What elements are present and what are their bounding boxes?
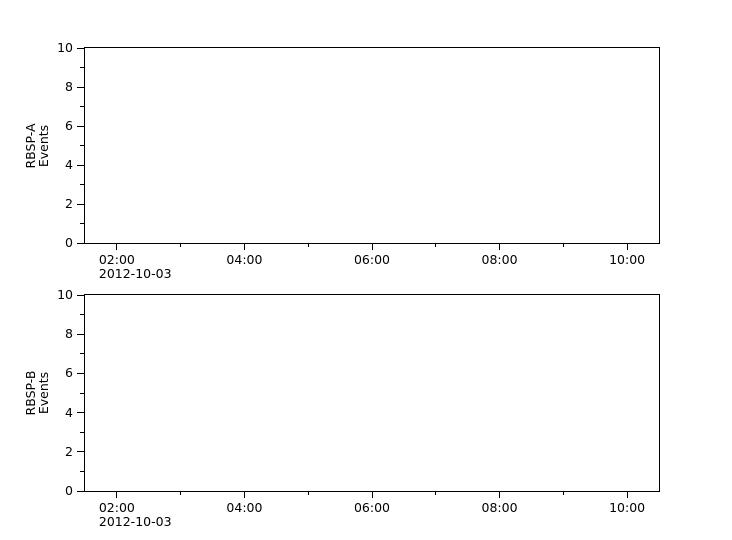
y-tick-label: 2 [65, 196, 73, 211]
y-major-tick [77, 372, 84, 374]
y-tick-label: 10 [57, 287, 73, 302]
y-major-tick [77, 412, 84, 414]
plot-panel-rbsp-a: RBSP-A Events 2012-10-03 0 2 4 6 8 10 02:00 04:… [23, 40, 660, 281]
y-tick-label: 8 [65, 326, 73, 342]
x-tick-label: 08:00 [481, 252, 518, 267]
x-major-tick [626, 243, 628, 250]
y-major-tick [77, 47, 84, 49]
x-minor-tick [562, 243, 564, 247]
y-minor-tick [80, 431, 84, 433]
x-major-tick [116, 491, 118, 498]
x-minor-tick [435, 491, 437, 495]
x-major-tick [116, 243, 118, 250]
y-major-tick [77, 203, 84, 205]
x-tick-label: 04:00 [226, 252, 263, 267]
x-tick-label: 06:00 [353, 500, 391, 515]
y-major-tick [77, 333, 84, 335]
x-tick-label: 04:00 [226, 500, 263, 515]
x-tick-label: 10:00 [609, 252, 646, 267]
y-tick-label: 0 [65, 483, 73, 498]
y-tick-label: 2 [65, 443, 73, 459]
x-minor-tick [435, 243, 437, 247]
y-minor-tick [80, 223, 84, 224]
x-minor-tick [307, 243, 309, 247]
y-major-tick [77, 242, 84, 244]
x-minor-tick [180, 243, 182, 247]
y-axis-label: RBSP-A Events [23, 122, 51, 169]
y-tick-label: 0 [65, 235, 73, 250]
y-tick-label: 6 [65, 118, 73, 133]
plot-panel-rbsp-b: RBSP-B Events 2012-10-03 0 2 4 6 8 10 02:00 04:… [23, 287, 660, 529]
y-minor-tick [80, 184, 84, 185]
y-minor-tick [80, 67, 84, 68]
y-minor-tick [80, 470, 84, 472]
x-major-tick [371, 491, 373, 498]
y-major-tick [77, 490, 84, 492]
y-axis-label: RBSP-B Events [23, 370, 51, 416]
x-minor-tick [562, 491, 564, 495]
y-major-tick [77, 125, 84, 127]
y-tick-label: 10 [57, 40, 73, 55]
y-minor-tick [80, 145, 84, 146]
y-minor-tick [80, 314, 84, 316]
x-tick-label: 02:00 [98, 500, 135, 515]
y-major-tick [77, 164, 84, 166]
y-minor-tick [80, 353, 84, 355]
x-tick-label: 02:00 [98, 252, 135, 267]
y-major-tick [77, 451, 84, 453]
y-minor-tick [80, 106, 84, 107]
x-tick-label: 10:00 [609, 500, 646, 515]
y-tick-label: 4 [65, 404, 73, 420]
y-tick-label: 6 [65, 365, 73, 381]
x-tick-label: 08:00 [481, 500, 518, 515]
x-axis-date-label: 2012-10-03 [98, 514, 172, 529]
x-minor-tick [180, 491, 182, 495]
x-major-tick [371, 243, 373, 250]
y-minor-tick [80, 392, 84, 394]
y-major-tick [77, 294, 84, 296]
y-tick-label: 8 [65, 79, 73, 94]
x-axis-date-label: 2012-10-03 [98, 266, 172, 281]
x-minor-tick [307, 491, 309, 495]
y-major-tick [77, 86, 84, 88]
x-major-tick [499, 243, 501, 250]
x-major-tick [626, 491, 628, 498]
x-major-tick [243, 243, 245, 250]
x-tick-label: 06:00 [353, 252, 391, 267]
y-tick-label: 4 [65, 157, 73, 172]
x-major-tick [243, 491, 245, 498]
x-major-tick [499, 491, 501, 498]
